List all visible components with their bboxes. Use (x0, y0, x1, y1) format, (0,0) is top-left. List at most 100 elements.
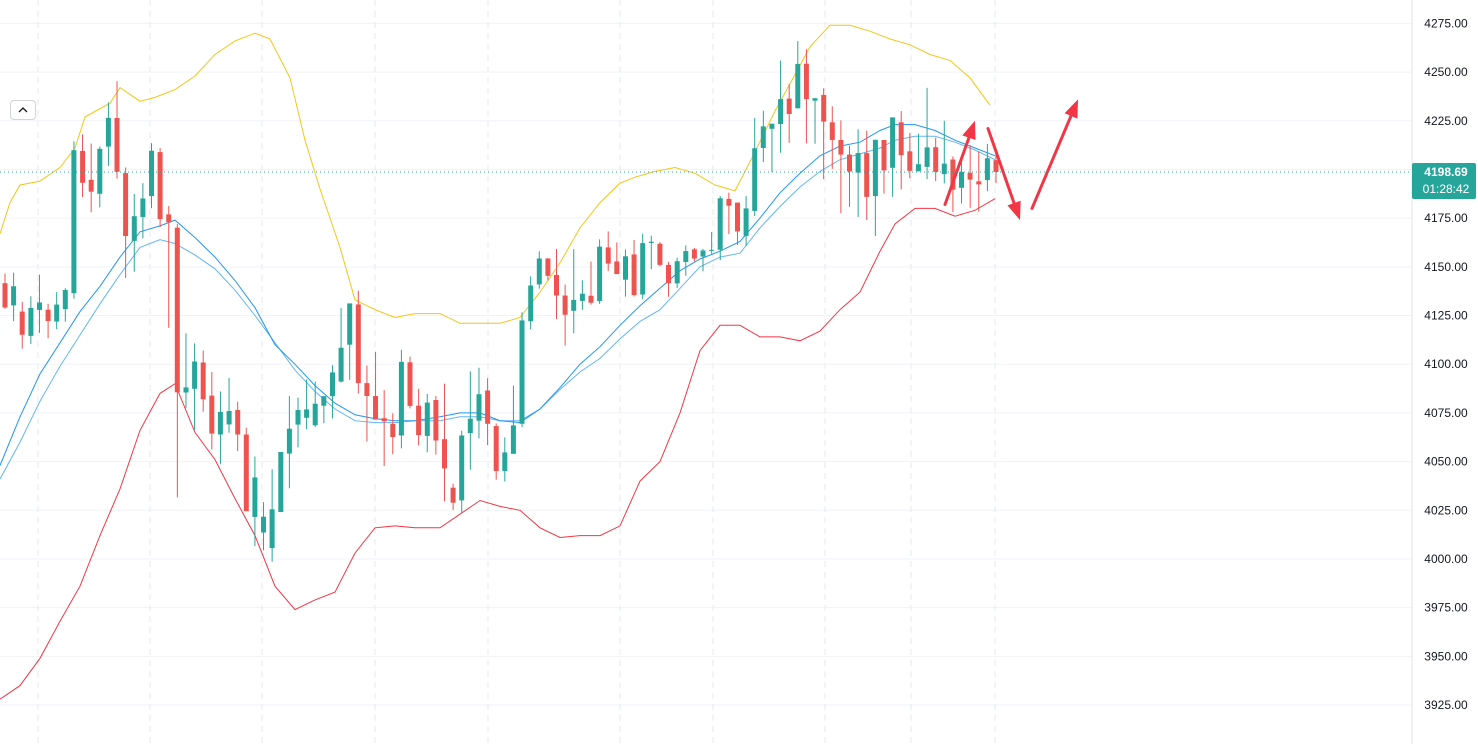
candle-body (200, 362, 206, 400)
arrow-shaft (1030, 114, 1073, 210)
candle-body (778, 99, 784, 124)
candle (286, 395, 292, 489)
candle (88, 143, 94, 213)
candle (838, 120, 844, 214)
candle (571, 249, 577, 334)
candle (760, 110, 766, 163)
candle (192, 343, 198, 431)
candle-body (536, 258, 542, 285)
candle-body (140, 198, 146, 217)
candle-body (786, 98, 792, 114)
price-tick-label: 3950.00 (1424, 649, 1468, 663)
candle (355, 290, 361, 394)
candle (545, 258, 551, 281)
arrow-shaft (986, 127, 1016, 205)
candle-body (321, 396, 327, 406)
candle-body (915, 164, 921, 172)
candle-body (261, 516, 266, 533)
candle-body (795, 63, 801, 109)
candle-body (588, 295, 594, 303)
price-tick-label: 4025.00 (1424, 503, 1468, 517)
candle-body (510, 425, 516, 454)
drawn-arrows[interactable] (943, 99, 1078, 221)
candle (769, 123, 775, 173)
candle-body (623, 256, 628, 280)
candle-body (528, 285, 534, 322)
candle (278, 452, 284, 513)
candle-body (717, 198, 723, 250)
candle (623, 249, 628, 297)
candle (528, 276, 534, 330)
candle (709, 231, 715, 254)
arrow-annotation[interactable] (986, 127, 1021, 221)
candle (812, 98, 818, 144)
candle (450, 483, 456, 510)
price-tick-label: 4250.00 (1424, 65, 1468, 79)
candle (752, 118, 758, 216)
candle-body (243, 434, 249, 512)
candle (347, 303, 353, 380)
candle (166, 206, 172, 328)
candle (631, 239, 637, 297)
candle (493, 423, 499, 480)
candle-body (562, 295, 568, 315)
candle-body (605, 247, 611, 264)
candle-body (97, 148, 103, 194)
candle (778, 60, 784, 153)
price-axis[interactable]: 4275.00 4250.00 4225.00 4175.00 4150.00 4125.… (1411, 0, 1478, 744)
candle-body (2, 283, 8, 308)
candle (261, 502, 266, 551)
candle (536, 251, 542, 289)
candle-body (967, 172, 973, 180)
candle-body (597, 246, 603, 302)
candle-body (62, 290, 68, 310)
candle-body (898, 122, 904, 156)
price-tick-label: 4050.00 (1424, 455, 1468, 469)
candle (959, 156, 964, 204)
candle-body (631, 254, 637, 296)
candle-body (657, 243, 663, 265)
candle (304, 379, 310, 430)
candle (855, 129, 861, 217)
candle (28, 296, 34, 344)
price-tick-label: 4075.00 (1424, 406, 1468, 420)
candle-body (364, 383, 370, 396)
candle-body (571, 299, 577, 311)
candle-body (881, 140, 887, 171)
candle-body (691, 249, 697, 259)
candle (614, 242, 620, 275)
price-tick-label: 4000.00 (1424, 552, 1468, 566)
candle (200, 350, 206, 412)
price-tick-label: 4125.00 (1424, 309, 1468, 323)
candle (588, 261, 594, 305)
candle-body (192, 361, 198, 389)
arrow-annotation[interactable] (943, 120, 976, 207)
price-tick-label: 3925.00 (1424, 698, 1468, 712)
collapse-button[interactable] (10, 100, 36, 120)
candle-body (855, 153, 861, 173)
candle (717, 196, 723, 261)
candle-body (864, 153, 870, 197)
candle-body (735, 202, 740, 232)
candle-body (123, 173, 129, 236)
candle-body (709, 249, 715, 251)
candle-body (312, 403, 318, 426)
price-axis-background (1412, 0, 1478, 744)
indicator-lines (0, 24, 996, 700)
candle (597, 239, 603, 304)
candle-body (493, 426, 499, 472)
candle-body (683, 251, 689, 262)
candle-body (278, 452, 284, 512)
candle (11, 272, 17, 322)
candle-body (252, 477, 258, 517)
candle (442, 383, 447, 502)
candle (105, 102, 111, 166)
candle-body (347, 303, 353, 345)
arrow-annotation[interactable] (1030, 99, 1078, 210)
candle (330, 365, 335, 419)
candle-body (760, 126, 766, 148)
candle (967, 145, 973, 208)
candle-body (993, 160, 999, 172)
